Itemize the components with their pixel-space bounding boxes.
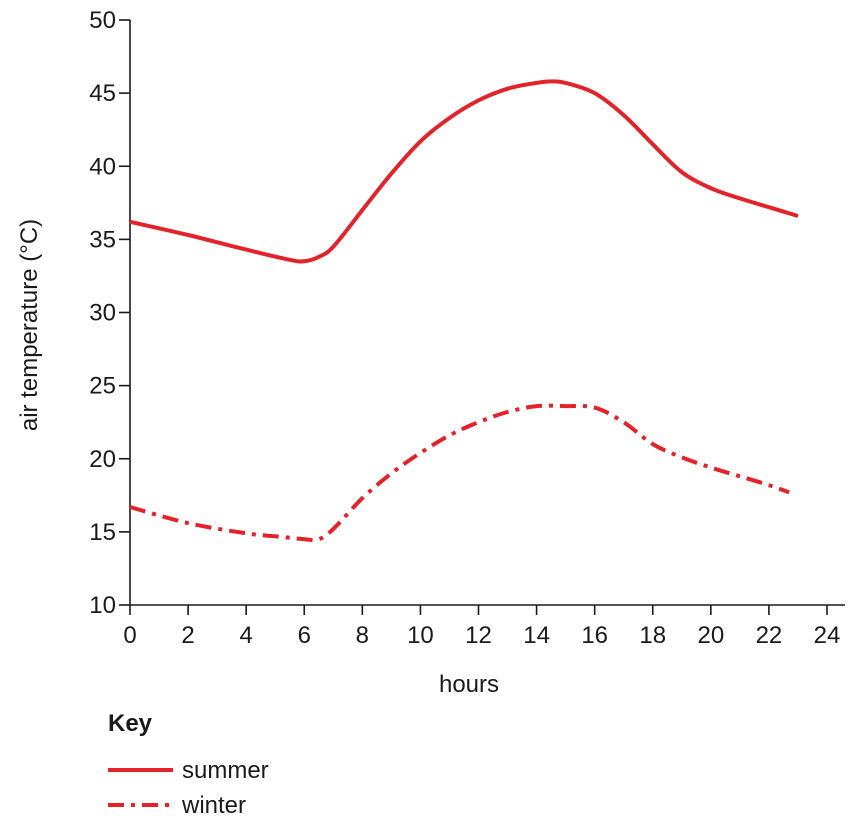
legend-title: Key bbox=[108, 710, 153, 737]
x-tick-label: 18 bbox=[639, 622, 666, 649]
y-axis-title: air temperature (°C) bbox=[16, 219, 43, 431]
x-axis-ticks: 0 2 4 6 8 10 12 14 16 18 20 22 24 bbox=[123, 605, 840, 649]
x-tick-label: 12 bbox=[465, 622, 492, 649]
y-tick-label: 45 bbox=[89, 80, 116, 107]
x-tick-label: 22 bbox=[756, 622, 783, 649]
x-tick-label: 14 bbox=[523, 622, 550, 649]
x-tick-label: 10 bbox=[407, 622, 434, 649]
axes bbox=[129, 20, 845, 606]
y-tick-label: 25 bbox=[89, 373, 116, 400]
y-tick-label: 20 bbox=[89, 446, 116, 473]
legend: Key summer winter bbox=[108, 710, 269, 819]
x-tick-label: 20 bbox=[697, 622, 724, 649]
y-tick-label: 40 bbox=[89, 153, 116, 180]
x-tick-label: 2 bbox=[181, 622, 194, 649]
y-axis-ticks: 10 15 20 25 30 35 40 45 50 bbox=[89, 7, 130, 619]
series-line-summer bbox=[129, 79, 799, 264]
y-tick-label: 50 bbox=[89, 7, 116, 34]
x-tick-label: 16 bbox=[581, 622, 608, 649]
series-line-winter bbox=[129, 403, 790, 543]
x-tick-label: 6 bbox=[298, 622, 311, 649]
y-tick-label: 30 bbox=[89, 300, 116, 327]
x-tick-label: 4 bbox=[239, 622, 252, 649]
x-tick-label: 8 bbox=[356, 622, 369, 649]
y-tick-label: 10 bbox=[89, 592, 116, 619]
legend-label-winter: winter bbox=[181, 792, 246, 819]
y-tick-label: 35 bbox=[89, 226, 116, 253]
x-tick-label: 0 bbox=[123, 622, 136, 649]
x-axis-title: hours bbox=[439, 671, 499, 698]
series-group bbox=[129, 79, 799, 543]
y-tick-label: 15 bbox=[89, 519, 116, 546]
x-tick-label: 24 bbox=[814, 622, 841, 649]
legend-label-summer: summer bbox=[182, 757, 269, 784]
